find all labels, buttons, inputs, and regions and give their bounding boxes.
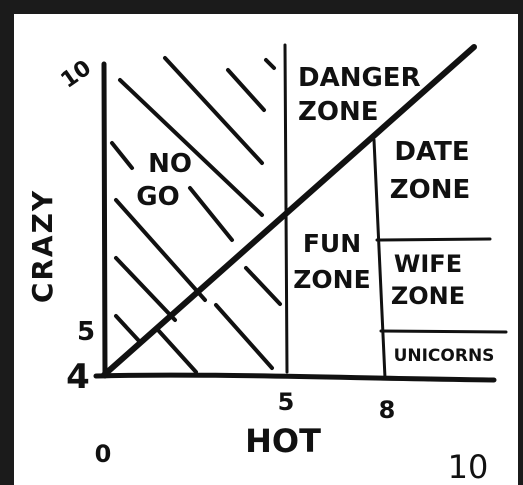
danger-zone-line-1: DANGER <box>298 63 421 93</box>
x-tick-8: 8 <box>379 396 396 424</box>
unicorns-top <box>381 331 506 332</box>
no-go-line-2: GO <box>136 182 179 212</box>
wife-zone-top <box>377 239 490 240</box>
y-axis <box>104 64 105 376</box>
danger-zone-line-2: ZONE <box>298 97 378 127</box>
wife-zone-line-2: ZONE <box>391 282 465 310</box>
no-go-line-1: NO <box>148 149 192 179</box>
x-axis-label: HOT <box>245 422 321 460</box>
date-zone-line-2: ZONE <box>390 175 470 205</box>
fun-zone-line-2: ZONE <box>293 265 370 294</box>
y-tick-5: 5 <box>77 317 95 347</box>
x-tick-10: 10 <box>448 448 489 485</box>
wife-zone-line-1: WIFE <box>394 250 462 278</box>
y-tick-4: 4 <box>66 357 90 397</box>
x-tick-5: 5 <box>278 388 295 416</box>
fun-zone-line-1: FUN <box>303 229 361 258</box>
y-axis-label: CRAZY <box>26 189 59 303</box>
unicorns-label: UNICORNS <box>394 346 495 366</box>
boundary-hot-5 <box>285 45 287 372</box>
x-tick-0: 0 <box>95 440 112 468</box>
date-zone-line-1: DATE <box>394 137 469 167</box>
